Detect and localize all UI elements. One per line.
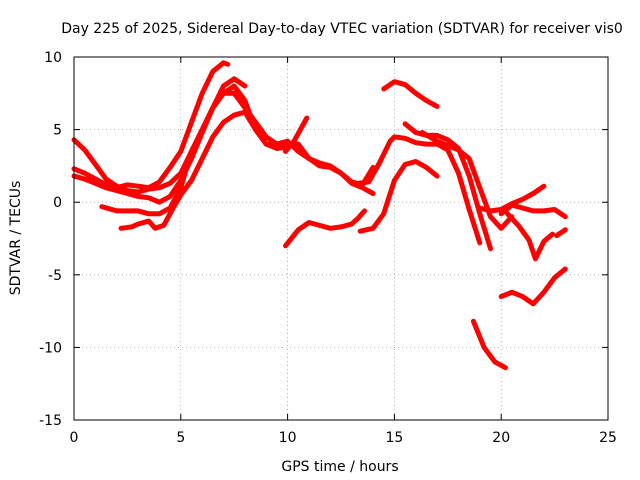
series-arc-6 bbox=[283, 208, 367, 249]
y-axis-label: SDTVAR / TECUs bbox=[8, 181, 24, 296]
x-tick-label: 15 bbox=[385, 430, 403, 446]
axis-ticks: 0 5 10 15 20 25 -15 -10 -5 0 5 10 bbox=[39, 50, 617, 446]
series-arc-10 bbox=[355, 134, 483, 246]
y-tick-label: -10 bbox=[39, 340, 62, 356]
x-tick-label: 20 bbox=[492, 430, 510, 446]
series-arc-17 bbox=[554, 227, 568, 239]
y-tick-label: 0 bbox=[53, 195, 62, 211]
x-tick-label: 0 bbox=[70, 430, 79, 446]
plot-frame bbox=[73, 56, 609, 421]
series-arc-18 bbox=[470, 318, 508, 371]
series-layer bbox=[71, 60, 568, 371]
y-tick-label: 5 bbox=[53, 123, 62, 139]
series-arc-2 bbox=[71, 60, 231, 191]
series-arc-11 bbox=[381, 79, 440, 109]
y-tick-label: -5 bbox=[48, 268, 62, 284]
series-arc-15 bbox=[498, 202, 568, 220]
series-arc-8 bbox=[283, 115, 310, 154]
x-tick-label: 10 bbox=[279, 430, 297, 446]
x-tick-label: 25 bbox=[599, 430, 617, 446]
series-arc-12 bbox=[402, 121, 493, 252]
series-arc-5 bbox=[118, 109, 291, 231]
chart-title: Day 225 of 2025, Sidereal Day-to-day VTE… bbox=[61, 21, 623, 37]
x-tick-label: 5 bbox=[176, 430, 185, 446]
series-arc-19 bbox=[498, 266, 568, 307]
x-axis-label: GPS time / hours bbox=[281, 459, 398, 475]
series-arc-16 bbox=[505, 211, 555, 262]
y-tick-label: -15 bbox=[39, 413, 62, 429]
series-arc-9 bbox=[357, 159, 440, 234]
y-tick-label: 10 bbox=[44, 50, 62, 66]
series-arc-13 bbox=[419, 130, 515, 231]
